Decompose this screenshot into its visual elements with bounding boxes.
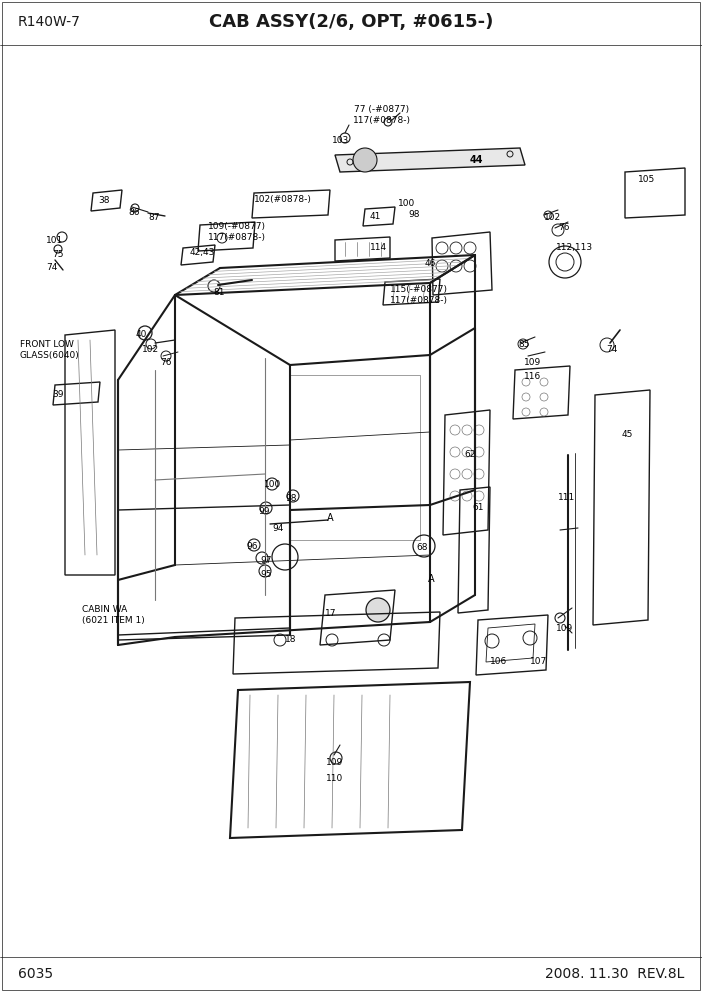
Text: 110: 110 bbox=[326, 774, 343, 783]
Text: CAB ASSY(2/6, OPT, #0615-): CAB ASSY(2/6, OPT, #0615-) bbox=[208, 13, 494, 31]
Text: 44: 44 bbox=[470, 155, 484, 165]
Text: 102: 102 bbox=[142, 345, 159, 354]
Text: 76: 76 bbox=[558, 223, 569, 232]
Text: 87: 87 bbox=[148, 213, 159, 222]
Text: 94: 94 bbox=[272, 524, 284, 533]
Text: 38: 38 bbox=[98, 196, 110, 205]
Text: 100: 100 bbox=[398, 199, 416, 208]
Text: 116: 116 bbox=[524, 372, 541, 381]
Text: 85: 85 bbox=[518, 340, 529, 349]
Text: 41: 41 bbox=[370, 212, 381, 221]
Circle shape bbox=[366, 598, 390, 622]
Text: 97: 97 bbox=[260, 556, 272, 565]
Text: 109(-#0877)
117(#0878-): 109(-#0877) 117(#0878-) bbox=[208, 222, 266, 242]
Text: 39: 39 bbox=[52, 390, 63, 399]
Text: 109: 109 bbox=[556, 624, 574, 633]
Text: 18: 18 bbox=[285, 635, 296, 644]
Circle shape bbox=[353, 148, 377, 172]
Text: A: A bbox=[327, 513, 333, 523]
Text: 115(-#0877)
117(#0878-): 115(-#0877) 117(#0878-) bbox=[390, 285, 448, 306]
Text: 102(#0878-): 102(#0878-) bbox=[254, 195, 312, 204]
Text: 100: 100 bbox=[264, 480, 282, 489]
Text: 109: 109 bbox=[524, 358, 541, 367]
Text: 40: 40 bbox=[136, 330, 147, 339]
Text: 111: 111 bbox=[558, 493, 575, 502]
Text: 74: 74 bbox=[606, 345, 617, 354]
Text: 99: 99 bbox=[258, 507, 270, 516]
Text: 76: 76 bbox=[160, 358, 171, 367]
Text: 17: 17 bbox=[325, 609, 336, 618]
Text: 86: 86 bbox=[128, 208, 140, 217]
Bar bbox=[290, 375, 420, 540]
Text: CABIN WA
(6021 ITEM 1): CABIN WA (6021 ITEM 1) bbox=[82, 605, 145, 625]
Text: 105: 105 bbox=[638, 175, 655, 184]
Text: 61: 61 bbox=[472, 503, 484, 512]
Text: 98: 98 bbox=[285, 494, 296, 503]
Text: R140W-7: R140W-7 bbox=[18, 15, 81, 29]
Text: 98: 98 bbox=[408, 210, 420, 219]
Text: 114: 114 bbox=[370, 243, 387, 252]
Text: 42,43: 42,43 bbox=[190, 248, 216, 257]
Text: 77 (-#0877)
117(#0878-): 77 (-#0877) 117(#0878-) bbox=[353, 105, 411, 125]
Text: 112,113: 112,113 bbox=[556, 243, 593, 252]
Text: 75: 75 bbox=[52, 250, 63, 259]
Text: 74: 74 bbox=[46, 263, 58, 272]
Text: 109: 109 bbox=[326, 758, 343, 767]
Text: A: A bbox=[428, 574, 435, 584]
Text: 107: 107 bbox=[530, 657, 548, 666]
Text: FRONT LOW
GLASS(6040): FRONT LOW GLASS(6040) bbox=[20, 340, 80, 360]
Text: 103: 103 bbox=[332, 136, 350, 145]
Text: 2008. 11.30  REV.8L: 2008. 11.30 REV.8L bbox=[545, 967, 684, 981]
Text: 46: 46 bbox=[425, 259, 437, 268]
Text: 95: 95 bbox=[260, 570, 272, 579]
Text: 81: 81 bbox=[213, 288, 225, 297]
Text: 45: 45 bbox=[622, 430, 633, 439]
Text: 106: 106 bbox=[490, 657, 508, 666]
Text: 6035: 6035 bbox=[18, 967, 53, 981]
Text: 101: 101 bbox=[46, 236, 63, 245]
Text: 96: 96 bbox=[246, 542, 258, 551]
Text: 62: 62 bbox=[464, 450, 475, 459]
Text: 102: 102 bbox=[544, 213, 561, 222]
Text: 68: 68 bbox=[416, 543, 428, 552]
Polygon shape bbox=[335, 148, 525, 172]
